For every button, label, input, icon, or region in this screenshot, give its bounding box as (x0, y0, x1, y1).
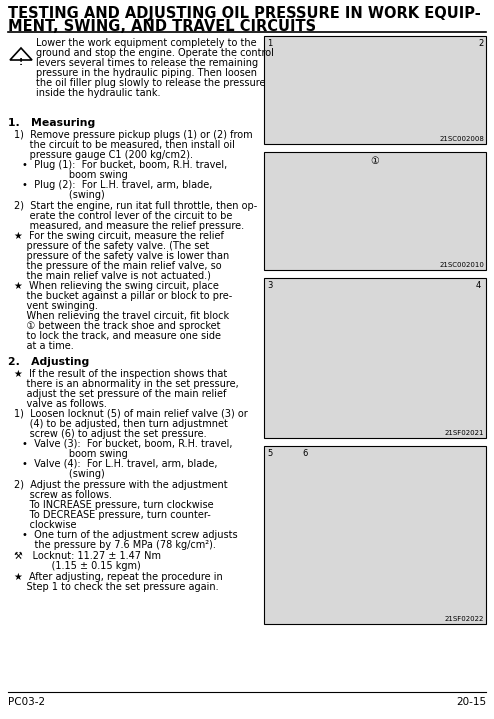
Text: 21SC002010: 21SC002010 (439, 262, 484, 268)
Text: ★  For the swing circuit, measure the relief: ★ For the swing circuit, measure the rel… (14, 231, 224, 241)
Text: 21SF02021: 21SF02021 (445, 430, 484, 436)
Text: 2: 2 (478, 39, 483, 48)
Text: 2)  Start the engine, run itat full throttle, then op-: 2) Start the engine, run itat full throt… (14, 201, 257, 211)
Text: ⚒ Locknut: 11.27 ± 1.47 Nm: ⚒ Locknut: 11.27 ± 1.47 Nm (14, 551, 161, 561)
Text: inside the hydraulic tank.: inside the hydraulic tank. (36, 88, 161, 98)
Text: (swing): (swing) (22, 190, 105, 200)
Text: 4: 4 (476, 281, 481, 290)
Text: pressure of the safety valve. (The set: pressure of the safety valve. (The set (14, 241, 209, 251)
Text: •  Valve (4):  For L.H. travel, arm, blade,: • Valve (4): For L.H. travel, arm, blade… (22, 459, 217, 469)
Bar (264, 446, 486, 624)
Text: 20-15: 20-15 (456, 697, 486, 707)
Text: 6: 6 (302, 449, 307, 458)
Text: ★  When relieving the swing circuit, place: ★ When relieving the swing circuit, plac… (14, 281, 219, 291)
Text: ★  If the result of the inspection shows that: ★ If the result of the inspection shows … (14, 369, 227, 379)
Text: boom swing: boom swing (22, 170, 128, 180)
Text: pressure gauge C1 (200 kg/cm2).: pressure gauge C1 (200 kg/cm2). (14, 150, 193, 160)
Bar (264, 278, 486, 438)
Text: at a time.: at a time. (14, 341, 74, 351)
Text: ①: ① (370, 156, 379, 166)
Text: (4) to be adjusted, then turn adjustmnet: (4) to be adjusted, then turn adjustmnet (14, 419, 228, 429)
Text: ground and stop the engine. Operate the control: ground and stop the engine. Operate the … (36, 48, 274, 58)
Text: valve as follows.: valve as follows. (14, 399, 107, 409)
Text: adjust the set pressure of the main relief: adjust the set pressure of the main reli… (14, 389, 226, 399)
Bar (264, 152, 486, 270)
Text: screw (6) to adjust the set pressure.: screw (6) to adjust the set pressure. (14, 429, 206, 439)
Text: measured, and measure the relief pressure.: measured, and measure the relief pressur… (14, 221, 244, 231)
Text: 3: 3 (267, 281, 272, 290)
Text: 1)  Loosen locknut (5) of main relief valve (3) or: 1) Loosen locknut (5) of main relief val… (14, 409, 248, 419)
Text: ★  After adjusting, repeat the procedure in: ★ After adjusting, repeat the procedure … (14, 572, 223, 582)
Text: To INCREASE pressure, turn clockwise: To INCREASE pressure, turn clockwise (14, 500, 213, 510)
Text: Lower the work equipment completely to the: Lower the work equipment completely to t… (36, 38, 256, 48)
Text: PC03-2: PC03-2 (8, 697, 45, 707)
Text: When relieving the travel circuit, fit block: When relieving the travel circuit, fit b… (14, 311, 229, 321)
Bar (264, 36, 486, 144)
Text: Step 1 to check the set pressure again.: Step 1 to check the set pressure again. (14, 582, 219, 592)
Text: the circuit to be measured, then install oil: the circuit to be measured, then install… (14, 140, 235, 150)
Text: !: ! (19, 58, 23, 67)
Text: To DECREASE pressure, turn counter-: To DECREASE pressure, turn counter- (14, 510, 211, 520)
Text: pressure in the hydraulic piping. Then loosen: pressure in the hydraulic piping. Then l… (36, 68, 257, 78)
Text: 1: 1 (267, 39, 272, 48)
Text: boom swing: boom swing (22, 449, 128, 459)
Text: ① between the track shoe and sprocket: ① between the track shoe and sprocket (14, 321, 220, 331)
Text: •  One turn of the adjustment screw adjusts: • One turn of the adjustment screw adjus… (22, 530, 238, 540)
Text: 5: 5 (267, 449, 272, 458)
Text: the pressure by 7.6 MPa (78 kg/cm²).: the pressure by 7.6 MPa (78 kg/cm²). (22, 540, 216, 550)
Text: erate the control lever of the circuit to be: erate the control lever of the circuit t… (14, 211, 232, 221)
Text: 21SF02022: 21SF02022 (445, 616, 484, 622)
Text: the oil filler plug slowly to release the pressure: the oil filler plug slowly to release th… (36, 78, 265, 88)
Text: to lock the track, and measure one side: to lock the track, and measure one side (14, 331, 221, 341)
Text: 21SC002008: 21SC002008 (439, 136, 484, 142)
Text: the pressure of the main relief valve, so: the pressure of the main relief valve, s… (14, 261, 222, 271)
Text: the bucket against a pillar or block to pre-: the bucket against a pillar or block to … (14, 291, 232, 301)
Text: •  Plug (1):  For bucket, boom, R.H. travel,: • Plug (1): For bucket, boom, R.H. trave… (22, 160, 227, 170)
Text: TESTING AND ADJUSTING OIL PRESSURE IN WORK EQUIP-: TESTING AND ADJUSTING OIL PRESSURE IN WO… (8, 6, 481, 21)
Text: MENT, SWING, AND TRAVEL CIRCUITS: MENT, SWING, AND TRAVEL CIRCUITS (8, 19, 316, 34)
Text: 2.   Adjusting: 2. Adjusting (8, 357, 89, 367)
Text: 1.   Measuring: 1. Measuring (8, 118, 95, 128)
Text: vent swinging.: vent swinging. (14, 301, 98, 311)
Text: 1)  Remove pressure pickup plugs (1) or (2) from: 1) Remove pressure pickup plugs (1) or (… (14, 130, 252, 140)
Text: 2)  Adjust the pressure with the adjustment: 2) Adjust the pressure with the adjustme… (14, 480, 228, 490)
Text: (1.15 ± 0.15 kgm): (1.15 ± 0.15 kgm) (14, 561, 141, 571)
Text: •  Plug (2):  For L.H. travel, arm, blade,: • Plug (2): For L.H. travel, arm, blade, (22, 180, 212, 190)
Text: there is an abnormality in the set pressure,: there is an abnormality in the set press… (14, 379, 239, 389)
Text: the main relief valve is not actuated.): the main relief valve is not actuated.) (14, 271, 211, 281)
Text: •  Valve (3):  For bucket, boom, R.H. travel,: • Valve (3): For bucket, boom, R.H. trav… (22, 439, 233, 449)
Text: pressure of the safety valve is lower than: pressure of the safety valve is lower th… (14, 251, 229, 261)
Text: (swing): (swing) (22, 469, 105, 479)
Text: clockwise: clockwise (14, 520, 77, 530)
Text: screw as follows.: screw as follows. (14, 490, 112, 500)
Text: levers several times to release the remaining: levers several times to release the rema… (36, 58, 258, 68)
